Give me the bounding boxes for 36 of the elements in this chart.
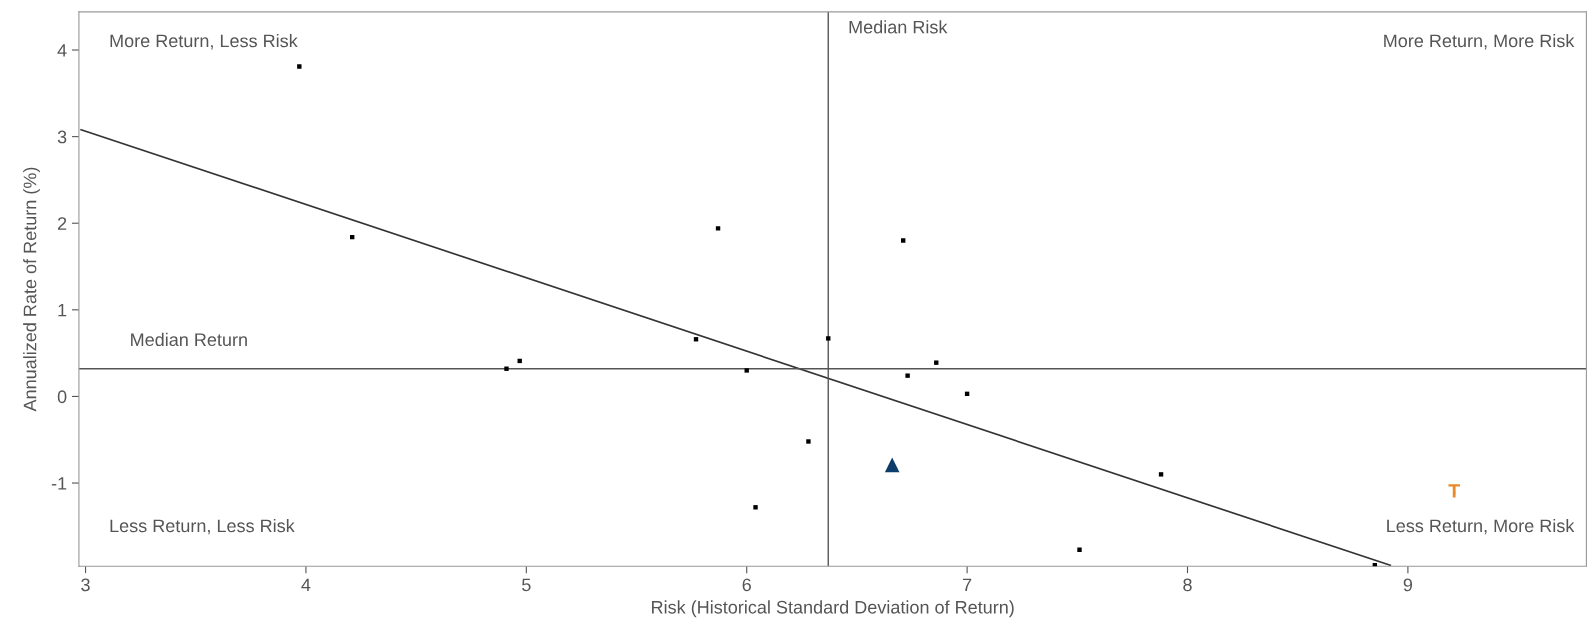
data-label: T — [1448, 484, 1460, 498]
point — [934, 360, 939, 365]
x-tick-label: 4 — [301, 578, 311, 592]
point — [744, 368, 749, 373]
x-tick-label: 9 — [1403, 578, 1413, 592]
annotation: More Return, Less Risk — [110, 33, 298, 50]
point — [715, 226, 721, 231]
y-tick-label: 2 — [57, 217, 67, 230]
point — [1158, 472, 1164, 477]
point — [884, 457, 900, 473]
ref-line-label: Median Risk — [849, 20, 948, 34]
annotation: More Return, More Risk — [1384, 33, 1575, 50]
point — [826, 336, 831, 341]
point — [806, 439, 811, 444]
point — [1372, 563, 1378, 567]
point — [905, 373, 910, 378]
y-tick-label: 0 — [57, 390, 67, 404]
x-tick-label: 7 — [963, 578, 972, 592]
x-tick-label: 6 — [742, 578, 751, 592]
x-axis-title: Risk (Historical Standard Deviation of Return) — [652, 600, 1014, 618]
ref-line-label: Median Return — [131, 332, 247, 347]
point — [504, 366, 509, 371]
point — [297, 64, 302, 69]
point — [1077, 547, 1082, 552]
annotation: Less Return, More Risk — [1387, 518, 1575, 535]
annotation: Less Return, Less Risk — [110, 518, 295, 535]
point — [753, 505, 758, 510]
y-tick-label: -1 — [51, 477, 67, 490]
x-tick-label: 5 — [522, 578, 531, 592]
x-tick-label: 3 — [81, 578, 90, 592]
y-axis-title: Annualized Rate of Return (%) — [23, 167, 40, 412]
y-tick-label: 4 — [57, 44, 67, 57]
y-tick-label: 3 — [57, 130, 67, 144]
y-tick-label: 1 — [58, 303, 67, 317]
x-tick-label: 8 — [1183, 578, 1192, 592]
point — [901, 238, 906, 243]
